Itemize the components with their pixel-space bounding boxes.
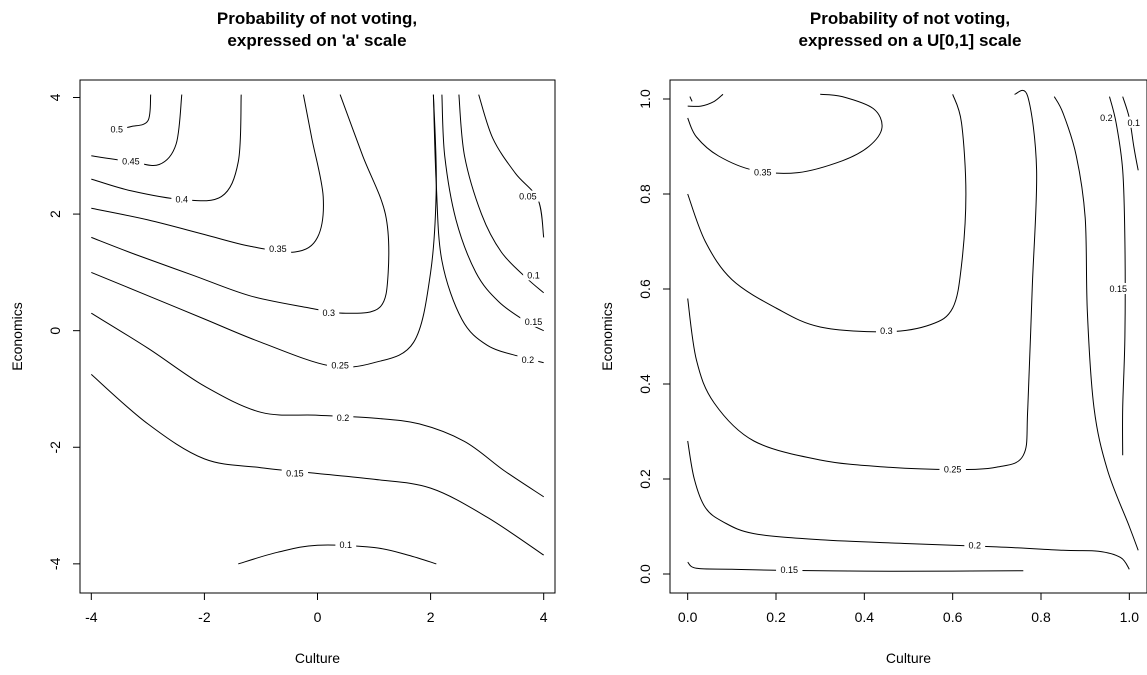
- x-axis-title: Culture: [295, 650, 340, 666]
- contour-line: [91, 94, 437, 368]
- contour-label: 0.3: [323, 308, 336, 318]
- contour-label-background: [1105, 283, 1132, 294]
- contour-label-background: [171, 193, 193, 205]
- contour-label: 0.3: [880, 326, 893, 336]
- contour-label-background: [1123, 116, 1145, 128]
- contour-line: [441, 94, 544, 332]
- contour-line: [687, 93, 724, 107]
- contour-label-background: [326, 359, 354, 371]
- contour-line: [687, 561, 1024, 572]
- contour-label: 0.1: [527, 270, 540, 280]
- contour-label: 0.45: [122, 157, 140, 167]
- contour-line: [478, 94, 545, 238]
- x-tick-label: 4: [540, 609, 548, 625]
- x-tick-label: 0.4: [855, 609, 875, 625]
- contour-line: [687, 93, 883, 174]
- contour-label-background: [264, 243, 292, 255]
- y-tick-label: -2: [47, 441, 63, 454]
- chart-title-line: Probability of not voting,: [810, 9, 1010, 28]
- y-tick-label: 0.0: [637, 564, 653, 584]
- contour-line: [1109, 96, 1126, 456]
- y-axis-title: Economics: [599, 302, 615, 370]
- y-tick-label: 0: [47, 327, 63, 335]
- x-tick-label: 1.0: [1120, 609, 1140, 625]
- contour-group: 0.35 0.3 0.25 0.2 0.15 0.2 0.15 0.1: [687, 89, 1145, 576]
- contour-label: 0.05: [519, 192, 537, 202]
- contour-label: 0.1: [1127, 118, 1140, 128]
- contour-group: 0.5 0.45 0.4 0.35 0.3 0.25 0.2 0.15 0.1 0.05 0.1 0.…: [90, 94, 547, 565]
- y-tick-label: 4: [47, 93, 63, 101]
- contour-label: 0.15: [286, 468, 304, 478]
- contour-label: 0.5: [110, 125, 123, 135]
- contour-label-background: [939, 463, 966, 475]
- contour-label-background: [1095, 112, 1117, 123]
- x-tick-label: -4: [85, 609, 98, 625]
- contour-label: 0.2: [1100, 113, 1113, 123]
- chart-title-line: Probability of not voting,: [217, 9, 417, 28]
- contour-label: 0.15: [780, 565, 798, 575]
- contour-label-background: [964, 539, 986, 551]
- contour-label-background: [106, 123, 128, 135]
- contour-line: [687, 440, 1130, 570]
- contour-label-background: [318, 307, 340, 319]
- plot-frame: [79, 79, 556, 594]
- contour-line: [687, 89, 1038, 471]
- y-tick-label: 0.6: [637, 279, 653, 299]
- contour-line: [90, 374, 544, 556]
- contour-line: [1053, 96, 1139, 551]
- contour-label-background: [749, 166, 776, 178]
- y-tick-label: 2: [47, 210, 63, 218]
- chart-title-line: expressed on 'a' scale: [227, 31, 406, 50]
- contour-label: 0.15: [525, 317, 543, 327]
- contour-label-background: [520, 315, 547, 327]
- contour-label: 0.35: [269, 244, 287, 254]
- y-tick-label: 0.8: [637, 184, 653, 204]
- x-tick-label: 0.0: [678, 609, 698, 625]
- y-tick-label: 0.4: [637, 374, 653, 394]
- contour-line: [91, 94, 390, 314]
- contour-label-background: [876, 324, 897, 336]
- contour-label-background: [776, 564, 803, 576]
- contour-label: 0.2: [337, 413, 350, 423]
- contour-line: [689, 96, 693, 102]
- contour-line: [91, 94, 183, 166]
- x-tick-label: 0.2: [766, 609, 786, 625]
- contour-label: 0.2: [968, 541, 981, 551]
- contour-line: [91, 94, 324, 253]
- contour-label-background: [332, 412, 354, 424]
- y-tick-label: 0.2: [637, 469, 653, 489]
- contour-line: [1122, 96, 1139, 171]
- contour-label-background: [281, 467, 309, 479]
- chart-panel-2: Probability of not voting, expressed on a…: [599, 9, 1147, 666]
- y-tick-label: 1.0: [637, 89, 653, 109]
- y-tick-label: -4: [47, 557, 63, 570]
- contour-label: 0.35: [754, 168, 772, 178]
- x-axis-title: Culture: [886, 650, 931, 666]
- contour-label: 0.1: [340, 540, 353, 550]
- contour-label: 0.15: [1110, 284, 1128, 294]
- contour-label-background: [517, 353, 539, 365]
- x-tick-label: 2: [427, 609, 435, 625]
- contour-label: 0.25: [944, 465, 962, 475]
- contour-line: [687, 94, 967, 333]
- contour-label-background: [335, 539, 357, 551]
- plot-frame: [669, 79, 1147, 594]
- chart-panel-1: Probability of not voting, expressed on '…: [9, 9, 556, 666]
- x-tick-label: 0.8: [1031, 609, 1051, 625]
- contour-label-background: [117, 155, 145, 167]
- contour-line: [91, 312, 544, 498]
- contour-label: 0.25: [331, 361, 349, 371]
- contour-label: 0.2: [522, 355, 535, 365]
- contour-label-background: [514, 190, 542, 202]
- contour-label-background: [523, 269, 544, 281]
- chart-title-line: expressed on a U[0,1] scale: [798, 31, 1021, 50]
- x-tick-label: 0.6: [943, 609, 963, 625]
- x-tick-label: -2: [198, 609, 211, 625]
- y-axis-title: Economics: [9, 302, 25, 370]
- x-tick-label: 0: [314, 609, 322, 625]
- contour-label: 0.4: [176, 195, 189, 205]
- contour-line: [91, 94, 242, 202]
